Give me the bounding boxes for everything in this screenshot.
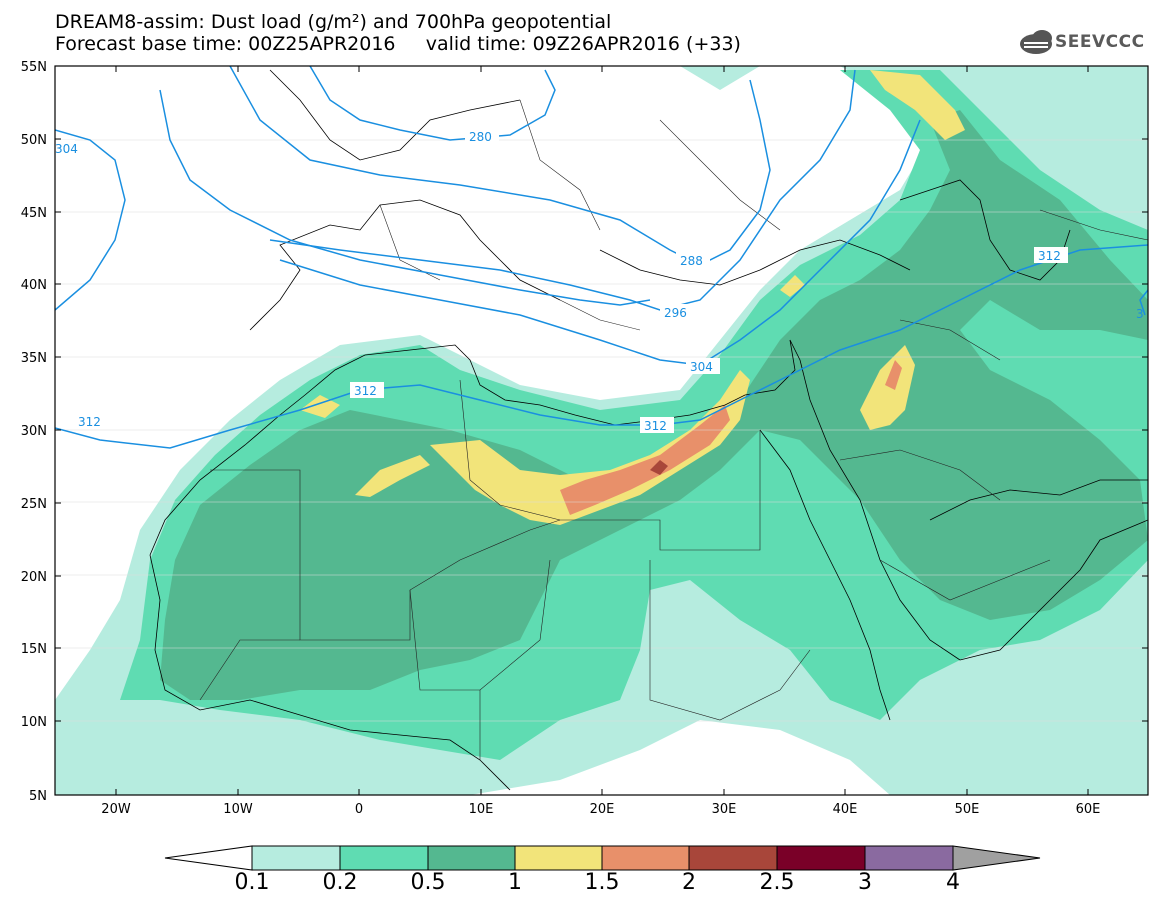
colorbar-label: 3 — [858, 870, 872, 895]
lat-label: 30N — [21, 424, 47, 439]
lon-label: 20W — [101, 802, 131, 817]
lat-label: 5N — [29, 789, 47, 804]
contour-label-312-c: 312 — [78, 415, 101, 429]
chart-subtitle: Forecast base time: 00Z25APR2016 valid t… — [55, 33, 741, 55]
map-plot-area: 280 288 296 304 312 312 312 304 312 3 — [55, 66, 1148, 795]
chart-title: DREAM8-assim: Dust load (g/m²) and 700hP… — [55, 11, 612, 33]
logo-text: SEEVCCC — [1055, 32, 1145, 52]
lat-labels: 55N 50N 45N 40N 35N 30N 25N 20N 15N 10N … — [21, 60, 47, 804]
lat-label: 50N — [21, 133, 47, 148]
colorbar-swatch — [427, 845, 516, 871]
lat-label: 40N — [21, 278, 47, 293]
lon-labels: 20W 10W 0 10E 20E 30E 40E 50E 60E — [101, 802, 1100, 817]
colorbar-label: 0.1 — [234, 870, 270, 895]
lon-label: 30E — [712, 802, 737, 817]
contour-label-296: 296 — [664, 306, 687, 320]
contour-288-west — [159, 89, 651, 306]
lat-label: 15N — [21, 642, 47, 657]
lat-label: 10N — [21, 715, 47, 730]
colorbar-swatch — [776, 845, 866, 871]
colorbar-high-arrow — [952, 845, 1041, 871]
colorbar-swatch — [688, 845, 778, 871]
colorbar-label: 1.5 — [584, 870, 620, 895]
graticule — [55, 139, 1148, 722]
contour-312 — [55, 244, 1148, 449]
contour-304-west — [55, 129, 126, 311]
colorbar-label: 1 — [508, 870, 522, 895]
lat-axis — [55, 65, 1148, 796]
lon-label: 60E — [1076, 802, 1101, 817]
lat-label: 20N — [21, 570, 47, 585]
colorbar-label: 2.5 — [759, 870, 795, 895]
dust-area-level-1c — [860, 345, 915, 430]
dust-area-level-2 — [650, 460, 668, 475]
lon-label: 20E — [590, 802, 615, 817]
lat-label: 35N — [21, 351, 47, 366]
contour-280 — [309, 66, 556, 141]
lat-label: 45N — [21, 206, 47, 221]
colorbar — [164, 845, 1041, 871]
colorbar-label: 0.2 — [322, 870, 358, 895]
contour-label-280: 280 — [469, 130, 492, 144]
lat-label: 25N — [21, 497, 47, 512]
contour-label-east: 3 — [1136, 307, 1144, 321]
contour-label-304-west: 304 — [55, 142, 78, 156]
colorbar-label: 4 — [946, 870, 960, 895]
dust-area-level-1d — [870, 70, 965, 140]
dust-area-level-1b — [355, 455, 430, 497]
dust-area-level-1f — [780, 275, 805, 297]
colorbar-swatch — [601, 845, 690, 871]
colorbar-label: 2 — [682, 870, 696, 895]
colorbar-label: 0.5 — [410, 870, 446, 895]
seevccc-logo — [1020, 30, 1052, 54]
contour-labels: 280 288 296 304 312 312 312 304 312 3 — [55, 128, 1144, 433]
lon-label: 10E — [469, 802, 494, 817]
colorbar-low-arrow — [164, 845, 253, 871]
lon-axis — [115, 66, 1089, 795]
lon-label: 10W — [223, 802, 253, 817]
dust-area-level-05 — [160, 110, 1148, 700]
dust-area-level-1 — [430, 370, 750, 525]
contour-label-312-b: 312 — [644, 419, 667, 433]
lon-label: 0 — [355, 802, 363, 817]
dust-area-level-01b — [680, 66, 760, 90]
contour-288 — [229, 66, 771, 266]
contour-label-312-a: 312 — [354, 384, 377, 398]
dust-area-level-15b — [885, 360, 902, 390]
contour-label-288: 288 — [680, 254, 703, 268]
dust-area-level-15 — [560, 405, 730, 515]
lon-label: 50E — [955, 802, 980, 817]
colorbar-swatch — [514, 845, 603, 871]
contour-label-312-d: 312 — [1038, 249, 1061, 263]
geopotential-contours — [55, 66, 1148, 449]
cloud-icon — [1020, 30, 1052, 54]
colorbar-swatch — [251, 845, 341, 871]
country-borders — [199, 99, 1148, 760]
contour-east — [1139, 289, 1148, 316]
contour-label-304: 304 — [690, 360, 713, 374]
lat-label: 55N — [21, 60, 47, 75]
coastlines — [149, 69, 1148, 791]
colorbar-swatch — [339, 845, 429, 871]
lon-label: 40E — [833, 802, 858, 817]
colorbar-swatch — [864, 845, 954, 871]
